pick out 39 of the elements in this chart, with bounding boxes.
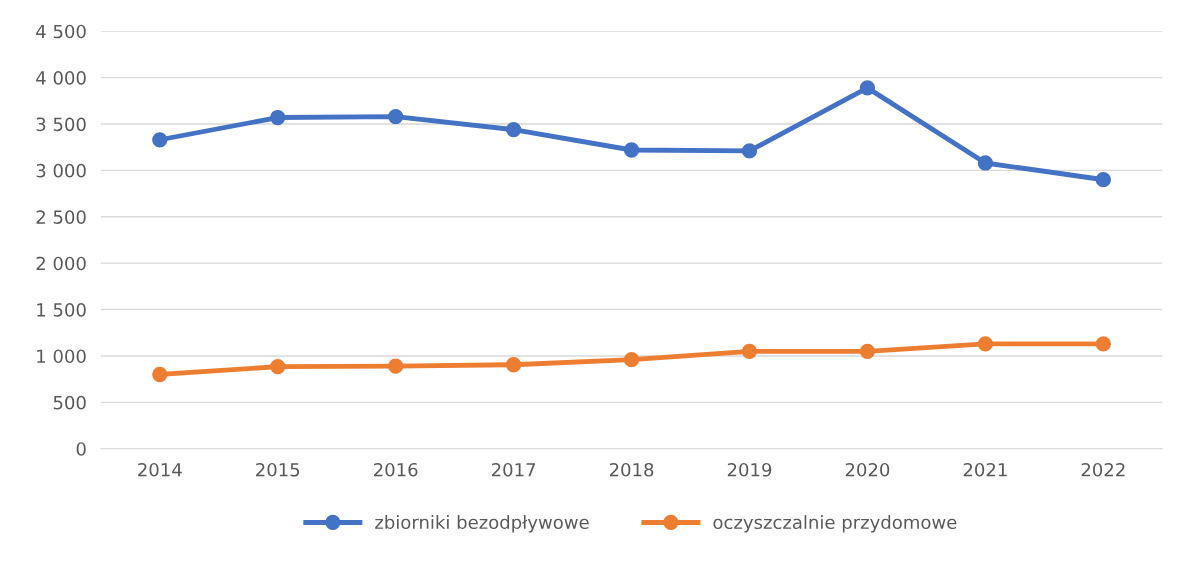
x-tick-label: 2017 xyxy=(491,462,536,477)
y-tick-label: 3 000 xyxy=(36,163,86,178)
x-tick-label: 2021 xyxy=(963,462,1007,477)
point xyxy=(505,121,522,138)
legend-label: oczyszczalnie przydomowe xyxy=(713,515,957,533)
x-tick-label: 2022 xyxy=(1081,462,1125,477)
x-tick-label: 2019 xyxy=(727,462,772,477)
point xyxy=(977,155,994,171)
point xyxy=(623,352,640,368)
point xyxy=(505,357,522,373)
point xyxy=(388,358,404,374)
point xyxy=(152,366,168,383)
point xyxy=(1095,336,1111,352)
x-tick-label: 2015 xyxy=(256,462,300,477)
x-tick-label: 2020 xyxy=(845,462,890,477)
point xyxy=(152,132,168,148)
point xyxy=(977,336,994,352)
y-tick-label: 1 000 xyxy=(37,349,86,364)
point xyxy=(859,80,876,96)
point xyxy=(741,343,758,359)
point xyxy=(388,108,404,125)
x-tick-label: 2016 xyxy=(374,462,418,477)
y-tick-label: 500 xyxy=(53,395,86,410)
y-tick-label: 1 500 xyxy=(37,303,86,317)
point xyxy=(270,358,286,375)
point xyxy=(1095,172,1111,188)
x-tick-label: 2018 xyxy=(609,462,654,477)
y-tick-label: 4 500 xyxy=(36,24,86,39)
point xyxy=(270,109,286,126)
point xyxy=(859,343,876,359)
y-tick-label: 2 000 xyxy=(36,256,86,271)
y-tick-label: 2 500 xyxy=(36,210,86,224)
y-tick-label: 4 000 xyxy=(36,71,86,85)
x-tick-label: 2014 xyxy=(138,462,182,477)
point xyxy=(741,143,758,159)
legend-label: zbiorniki bezodpływowe xyxy=(375,515,589,533)
point xyxy=(623,142,640,158)
y-tick-label: 3 500 xyxy=(36,117,86,132)
y-tick-label: 0 xyxy=(76,442,86,456)
